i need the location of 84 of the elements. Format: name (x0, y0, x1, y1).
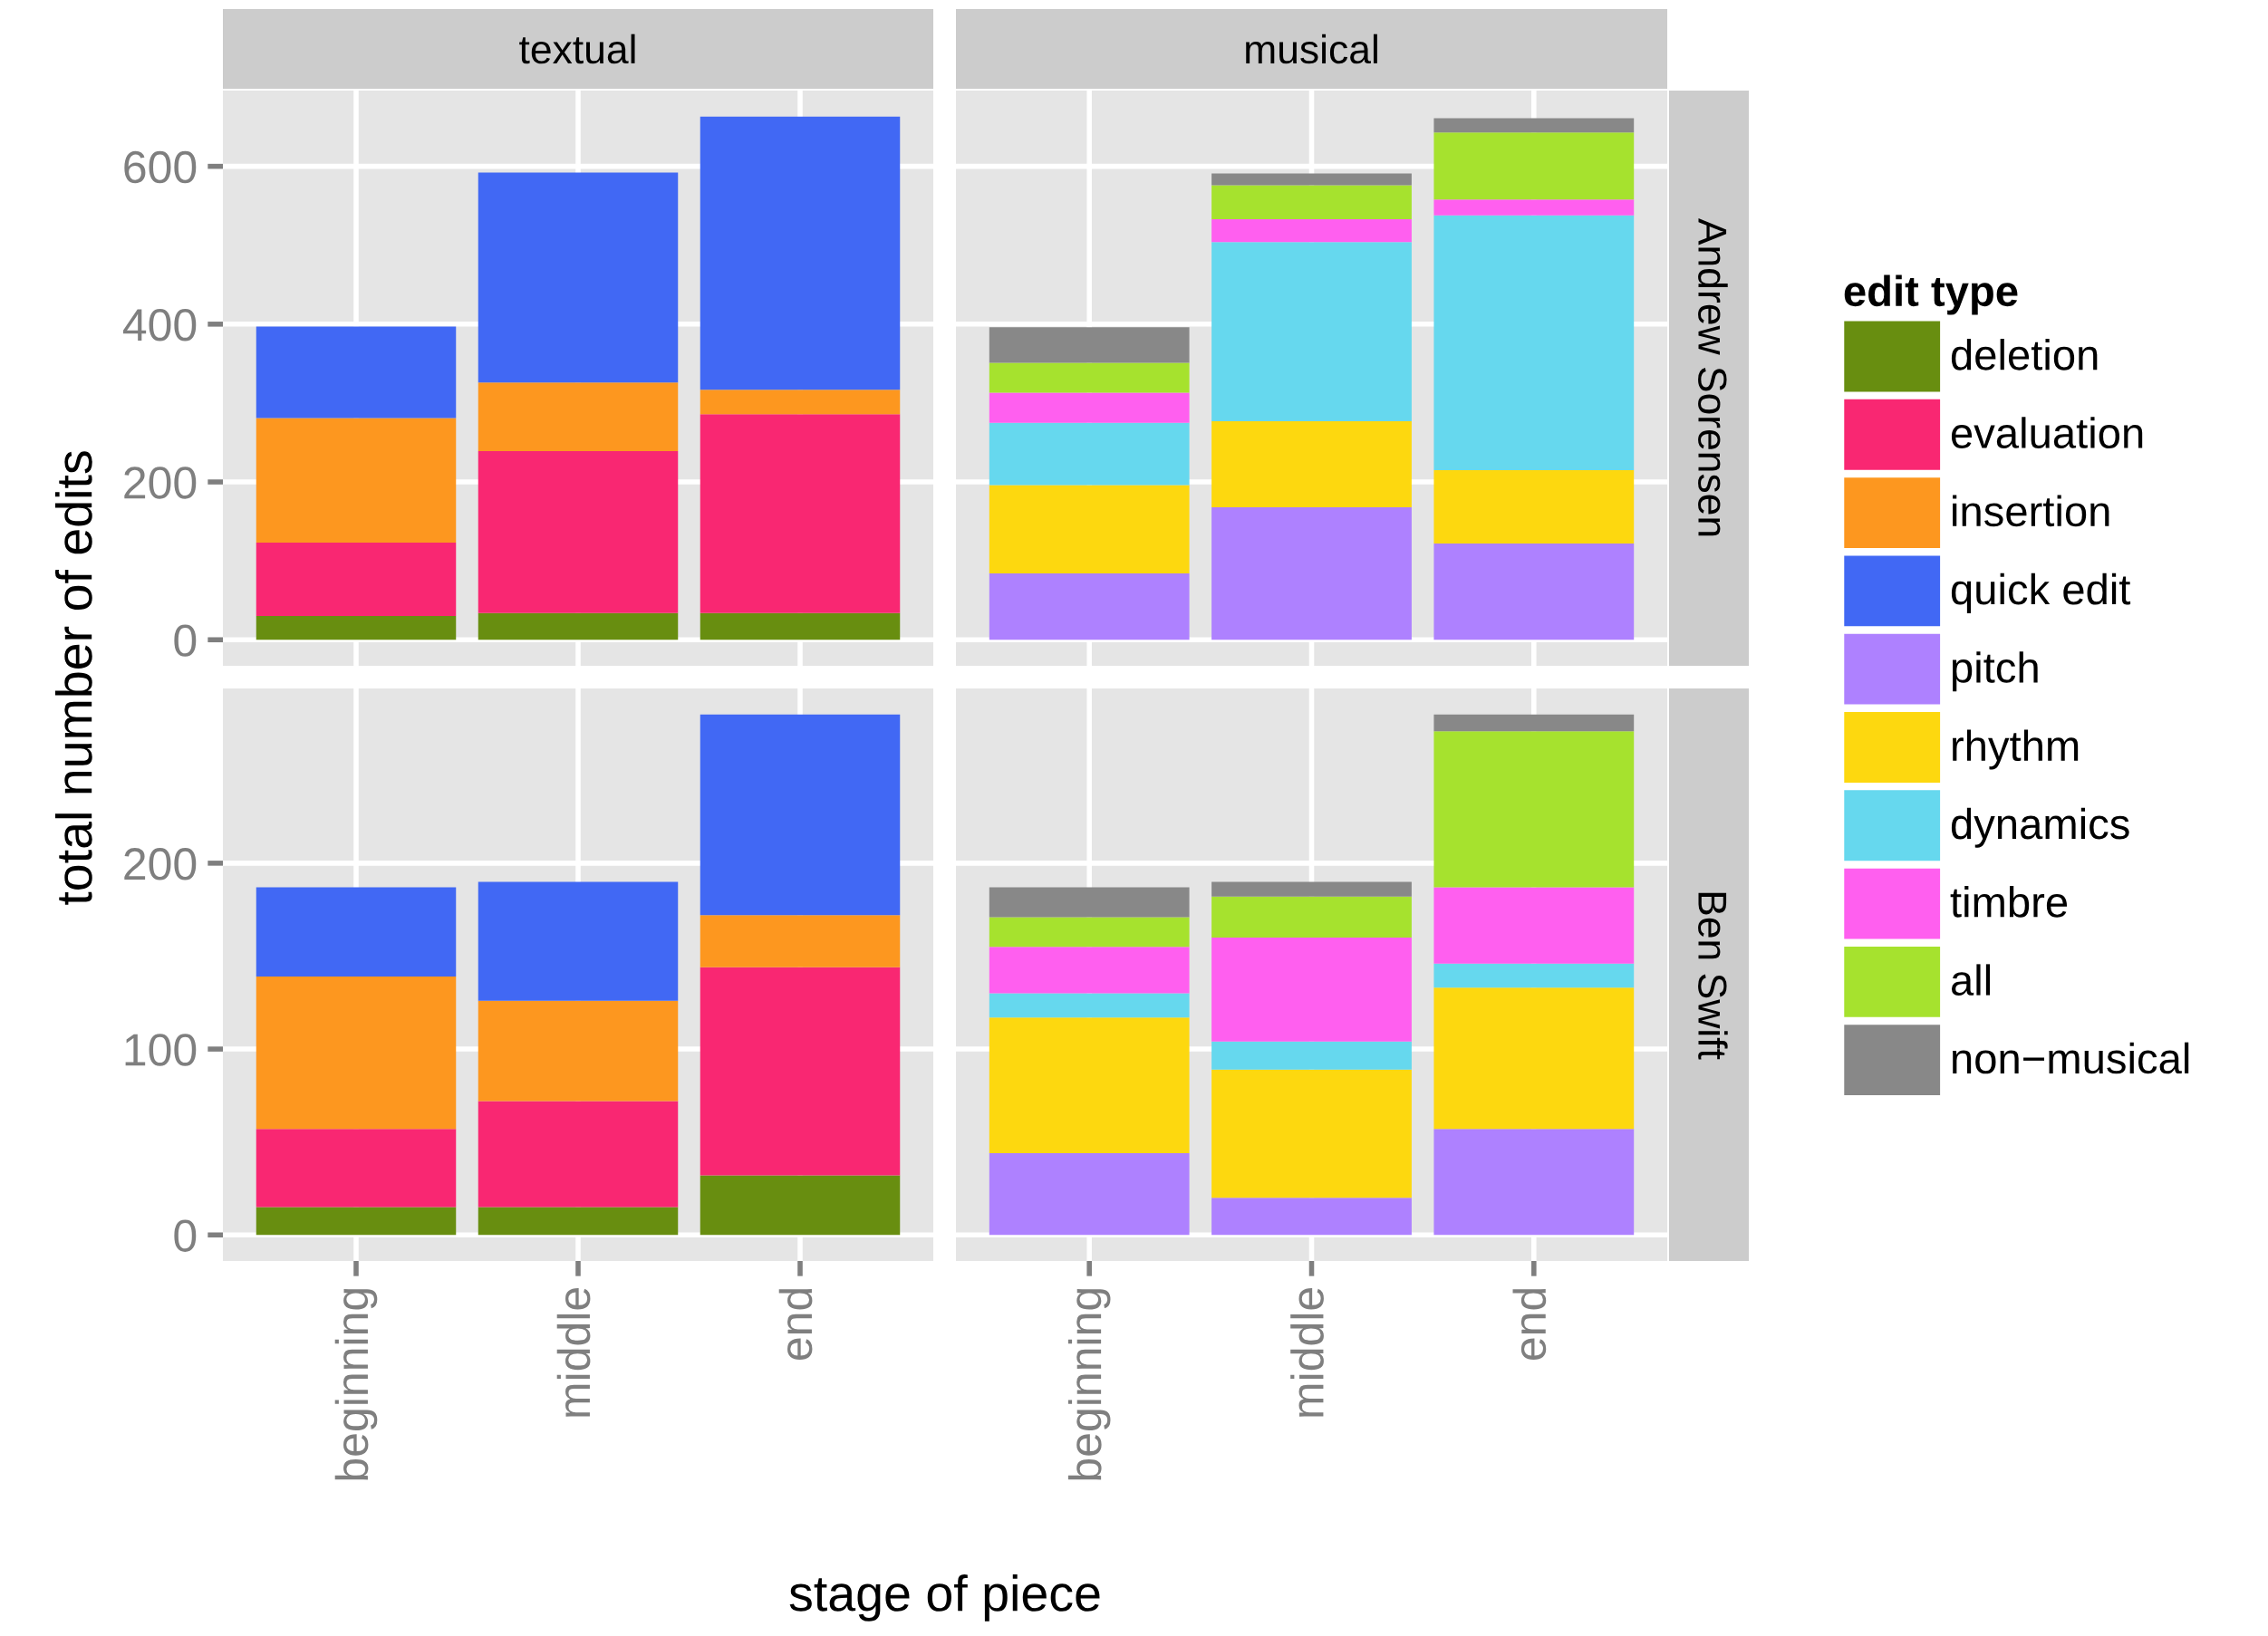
bar (989, 887, 1190, 918)
bar (700, 1175, 901, 1236)
legend-title: edit type (1844, 274, 2018, 315)
bar (256, 616, 457, 640)
y-axis-title: total number of edits (54, 451, 92, 905)
bar (989, 573, 1190, 640)
bar (1211, 420, 1412, 507)
bar (256, 1129, 457, 1208)
legend-label: insertion (1953, 495, 2109, 527)
bar (478, 1207, 679, 1236)
bar (256, 326, 457, 419)
bar (1211, 185, 1412, 219)
bar (1433, 1129, 1635, 1236)
bar (1211, 1198, 1412, 1236)
bar (1433, 714, 1635, 732)
bar (1433, 887, 1635, 964)
bar (478, 1000, 679, 1102)
y-tick-label: 600 (124, 150, 197, 184)
bar (1211, 506, 1412, 640)
y-tick-label: 0 (174, 624, 197, 657)
legend-label: non−musical (1953, 1042, 2189, 1074)
bar (256, 543, 457, 617)
bar (700, 612, 901, 640)
y-tick-label: 0 (174, 1219, 197, 1252)
bar (989, 993, 1190, 1018)
x-tick-label: beginning (334, 1288, 378, 1480)
legend-label: deletion (1951, 338, 2098, 371)
bar (256, 418, 457, 544)
y-tick-label: 200 (124, 848, 197, 881)
bar (1211, 896, 1412, 938)
bar (1433, 987, 1635, 1130)
x-tick-label: end (778, 1288, 813, 1361)
bar (1211, 218, 1412, 243)
bar (1211, 1041, 1412, 1070)
bar (1433, 963, 1635, 988)
bar (1211, 242, 1412, 421)
x-tick-label: middle (556, 1287, 591, 1417)
bar (700, 915, 901, 967)
bar (989, 392, 1190, 423)
bar (1211, 173, 1412, 186)
bar (478, 1101, 679, 1208)
legend-label: all (1951, 964, 1991, 996)
bar (1433, 731, 1635, 888)
bar (989, 917, 1190, 948)
bar (256, 977, 457, 1130)
x-tick-label: beginning (1067, 1288, 1111, 1480)
legend-label: dynamics (1951, 807, 2129, 848)
bar (478, 612, 679, 640)
bar (478, 881, 679, 1001)
bar (700, 390, 901, 415)
y-tick-label: 100 (125, 1034, 197, 1066)
chart-title: musical (1246, 34, 1377, 64)
bar (1433, 132, 1635, 200)
y-tick-label: 200 (124, 467, 197, 499)
bar (1433, 469, 1635, 544)
x-tick-label: middle (1290, 1287, 1324, 1417)
legend-label: quick edit (1951, 573, 2131, 613)
chart-title: textual (519, 34, 635, 64)
bar (989, 362, 1190, 393)
bar (989, 327, 1190, 363)
bar (1433, 199, 1635, 216)
legend-label: rhythm (1953, 729, 2079, 770)
bar (478, 382, 679, 452)
bar (989, 1152, 1190, 1236)
bar (989, 422, 1190, 486)
x-axis-title: stage of piece (789, 1574, 1100, 1622)
text: Ben Swift (1698, 892, 1728, 1060)
legend-label: timbre (1950, 886, 2068, 918)
bar (1433, 118, 1635, 133)
bar (1211, 881, 1412, 897)
x-tick-label: end (1512, 1288, 1547, 1361)
bar (1211, 1069, 1412, 1198)
bar (1211, 937, 1412, 1042)
bar (989, 1017, 1190, 1153)
bar (989, 947, 1190, 994)
y-tick-label: 400 (122, 309, 197, 342)
bar (256, 1207, 457, 1236)
legend-label: pitch (1952, 651, 2038, 692)
legend-label: evaluation (1951, 417, 2143, 448)
bar (256, 887, 457, 977)
bar (478, 451, 679, 613)
bar (989, 485, 1190, 574)
bar (1433, 543, 1635, 640)
text: Andrew Sorensen (1698, 217, 1728, 536)
